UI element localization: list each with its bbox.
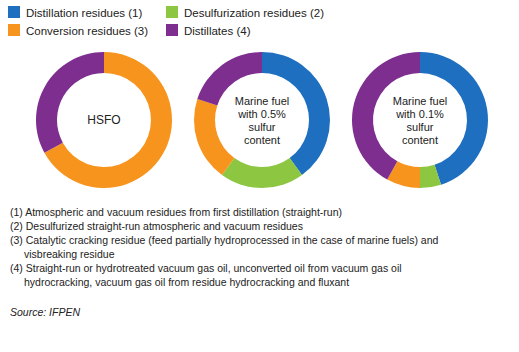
donuts (36, 52, 488, 188)
legend-swatch (166, 6, 178, 18)
notes: (1) Atmospheric and vacuum residues from… (10, 206, 439, 288)
center-label: Marine fuelwith 0.5%sulfurcontent (235, 95, 289, 146)
legend-label: Conversion residues (3) (26, 25, 148, 37)
legend-swatch (8, 6, 20, 18)
center-label: Marine fuelwith 0.1%sulfurcontent (393, 95, 447, 146)
donut-slice (36, 52, 104, 153)
center-label: HSFO (87, 113, 120, 127)
note: (4) Straight-run or hydrotreated vacuum … (10, 262, 402, 288)
legend-label: Distillation residues (1) (26, 7, 142, 19)
source: Source: IFPEN (10, 306, 80, 318)
note: (1) Atmospheric and vacuum residues from… (10, 206, 342, 218)
center-labels: HSFO Marine fuelwith 0.5%sulfurcontent Mar… (87, 95, 447, 146)
note: (3) Catalytic cracking residue (feed par… (10, 234, 439, 260)
donut (352, 52, 488, 188)
legend-swatch (166, 24, 178, 36)
chart: Distillation residues (1) Desulfurization… (0, 0, 519, 352)
note: (2) Desulfurized straight-run atmospheri… (10, 220, 303, 232)
donut-slice (420, 165, 441, 188)
donut-slice (222, 158, 302, 188)
legend-label: Distillates (4) (184, 25, 251, 37)
legend-swatch (8, 24, 20, 36)
donut (194, 52, 330, 188)
donut (36, 52, 172, 188)
legend-label: Desulfurization residues (2) (184, 7, 324, 19)
legend: Distillation residues (1) Desulfurization… (8, 6, 324, 37)
donut-slice (194, 99, 234, 175)
